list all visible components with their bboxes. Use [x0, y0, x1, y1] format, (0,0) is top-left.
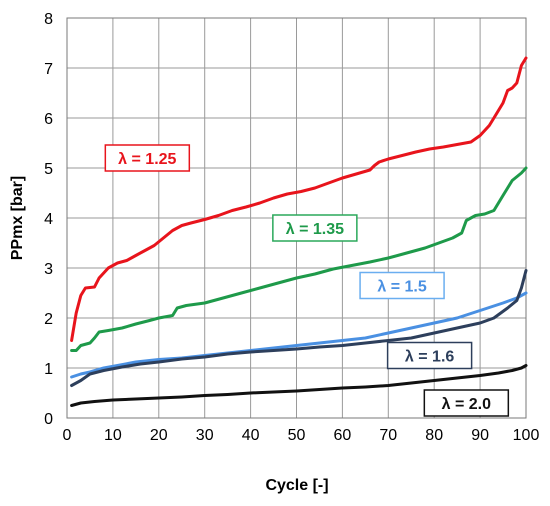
x-tick-label: 20 — [150, 427, 168, 444]
series-group — [70, 56, 528, 407]
x-tick-label: 40 — [242, 427, 260, 444]
series-label-3: λ = 1.5 — [359, 271, 445, 300]
x-tick-label: 50 — [288, 427, 306, 444]
series-label-1: λ = 1.25 — [104, 144, 191, 172]
y-tick-label: 0 — [44, 411, 53, 428]
y-tick-label: 5 — [44, 161, 53, 178]
series-label-text: λ = 1.6 — [405, 349, 454, 366]
series-label-4: λ = 1.6 — [386, 341, 473, 370]
y-tick-label: 4 — [44, 211, 53, 228]
series-label-text: λ = 1.25 — [118, 151, 176, 168]
series-label-box — [359, 271, 445, 300]
series-label-box — [386, 341, 473, 370]
y-tick-label: 7 — [44, 61, 53, 78]
x-tick-label: 30 — [196, 427, 214, 444]
series-label-text: λ = 1.35 — [286, 221, 344, 238]
y-axis-label: PPmx [bar] — [9, 176, 26, 260]
series-label-box — [423, 389, 510, 417]
axes: 0 10 20 30 40 50 60 70 80 90 100 0 1 2 3 4 5 6 7 8 — [44, 11, 539, 444]
series-label-box — [104, 144, 191, 172]
y-tick-label: 6 — [44, 111, 53, 128]
y-tick-label: 3 — [44, 261, 53, 278]
series-label-text: λ = 2.0 — [442, 396, 491, 413]
series-label-5: λ = 2.0 — [423, 389, 510, 417]
series-labels: λ = 1.25 λ = 1.35 λ = 1.5 λ = 1.6 λ = 2.0 — [104, 144, 510, 417]
x-tick-label: 10 — [104, 427, 122, 444]
x-tick-label: 100 — [513, 427, 540, 444]
x-tick-label: 0 — [63, 427, 72, 444]
x-tick-label: 70 — [379, 427, 397, 444]
y-tick-label: 1 — [44, 361, 53, 378]
series-label-2: λ = 1.35 — [272, 214, 358, 242]
x-tick-label: 60 — [334, 427, 352, 444]
series-line-5 — [70, 364, 528, 407]
plot-border — [66, 17, 527, 419]
series-label-box — [272, 214, 358, 242]
x-axis-label: Cycle [-] — [265, 477, 328, 494]
series-line-4 — [70, 269, 528, 387]
x-tick-label: 90 — [471, 427, 489, 444]
series-line-1 — [70, 56, 528, 342]
x-tick-label: 80 — [425, 427, 443, 444]
y-tick-label: 2 — [44, 311, 53, 328]
series-line-2 — [70, 166, 528, 352]
y-tick-label: 8 — [44, 11, 53, 28]
series-label-text: λ = 1.5 — [377, 279, 426, 296]
series-line-3 — [70, 291, 528, 379]
